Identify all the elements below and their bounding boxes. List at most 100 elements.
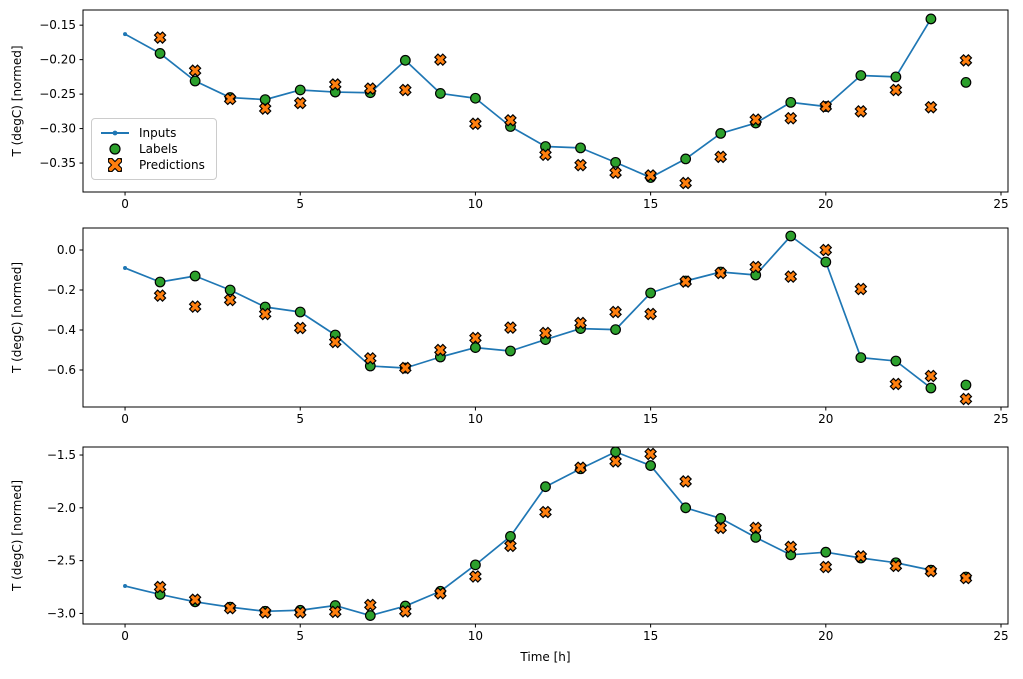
prediction-point xyxy=(293,96,307,110)
label-point xyxy=(259,94,271,106)
prediction-point xyxy=(328,605,342,619)
x-tick-label: 20 xyxy=(818,412,833,426)
label-point xyxy=(154,276,166,288)
x-tick-label: 15 xyxy=(643,197,658,211)
y-axis-label: T (degC) [normed] xyxy=(10,262,24,374)
prediction-point xyxy=(223,601,237,615)
prediction-point xyxy=(889,559,903,573)
prediction-point xyxy=(258,102,272,115)
label-point xyxy=(610,156,621,168)
axes-frame xyxy=(82,446,1009,625)
prediction-point xyxy=(889,377,903,391)
label-point xyxy=(960,76,972,88)
inputs-line xyxy=(124,451,932,617)
prediction-point xyxy=(609,305,622,319)
x-tick-label: 10 xyxy=(468,197,483,211)
label-point xyxy=(189,270,201,282)
prediction-point xyxy=(784,540,798,554)
inputs-series xyxy=(123,16,933,180)
legend-label-inputs: Inputs xyxy=(139,126,177,140)
x-tick-label: 0 xyxy=(121,197,129,211)
input-point xyxy=(123,266,128,270)
label-point xyxy=(715,512,727,524)
prediction-point xyxy=(749,113,763,126)
label-point xyxy=(294,84,306,96)
x-tick-label: 20 xyxy=(818,197,833,211)
labels-series xyxy=(154,230,972,394)
prediction-point xyxy=(223,92,237,106)
y-tick-label: −0.30 xyxy=(39,122,76,136)
prediction-point xyxy=(644,169,657,182)
prediction-point xyxy=(784,270,798,283)
x-tick-label: 25 xyxy=(993,197,1008,211)
x-axis-label: Time [h] xyxy=(519,650,570,664)
y-tick-label: −0.35 xyxy=(39,156,76,170)
label-point xyxy=(505,345,516,357)
prediction-point xyxy=(924,369,938,383)
prediction-point xyxy=(609,166,622,180)
predictions-marker-icon xyxy=(100,158,130,172)
labels-marker-icon xyxy=(100,142,130,156)
predictions-series xyxy=(153,31,973,190)
label-point xyxy=(820,546,832,558)
label-point xyxy=(925,13,937,25)
x-tick-label: 0 xyxy=(121,412,129,426)
predictions-series xyxy=(153,243,973,406)
prediction-point xyxy=(469,570,482,583)
prediction-point xyxy=(714,266,728,280)
label-point xyxy=(189,75,201,87)
prediction-point xyxy=(504,539,517,553)
prediction-point xyxy=(889,83,903,97)
label-point xyxy=(890,355,902,367)
inputs-line-icon xyxy=(100,127,130,139)
prediction-point xyxy=(539,148,552,162)
label-point xyxy=(680,153,692,165)
predictions-series xyxy=(153,447,973,619)
subplot-1: −0.15 −0.20 −0.25 −0.30 −0.35 0 5 10 15 20 25 T (de… xyxy=(10,9,1009,211)
prediction-point xyxy=(574,158,587,172)
prediction-point xyxy=(714,150,728,164)
prediction-point xyxy=(539,326,552,340)
prediction-point xyxy=(328,78,342,91)
prediction-point xyxy=(434,343,447,357)
label-point xyxy=(855,70,867,81)
prediction-point xyxy=(609,455,622,468)
x-tick-label: 5 xyxy=(296,412,304,426)
prediction-point xyxy=(153,580,167,594)
prediction-point xyxy=(398,361,412,375)
y-tick-label: −2.0 xyxy=(47,501,76,515)
label-point xyxy=(364,610,376,621)
prediction-point xyxy=(574,461,587,475)
prediction-point xyxy=(363,82,377,95)
prediction-point xyxy=(153,31,167,44)
label-point xyxy=(434,88,446,99)
label-point xyxy=(715,128,727,139)
label-point xyxy=(470,342,481,354)
label-point xyxy=(785,230,797,242)
y-tick-label: −2.5 xyxy=(47,554,76,568)
prediction-point xyxy=(188,593,202,607)
prediction-point xyxy=(819,243,833,257)
prediction-point xyxy=(924,100,938,114)
x-tick-label: 15 xyxy=(643,412,658,426)
legend-item-predictions: Predictions xyxy=(100,157,208,173)
label-point xyxy=(820,256,832,268)
legend: Inputs Labels Predictions xyxy=(91,118,217,180)
prediction-point xyxy=(749,521,763,535)
prediction-point xyxy=(258,307,272,321)
prediction-point xyxy=(398,83,412,97)
label-point xyxy=(575,142,586,154)
prediction-point xyxy=(258,606,272,619)
prediction-point xyxy=(223,293,237,307)
prediction-point xyxy=(679,475,693,488)
x-tick-label: 10 xyxy=(468,412,483,426)
legend-label-predictions: Predictions xyxy=(139,158,205,172)
label-point xyxy=(470,559,481,571)
label-point xyxy=(645,460,657,471)
prediction-point xyxy=(784,111,798,125)
x-tick-label: 20 xyxy=(818,629,833,643)
prediction-point xyxy=(644,447,657,461)
prediction-point xyxy=(363,352,377,365)
y-tick-label: −0.15 xyxy=(39,18,76,32)
